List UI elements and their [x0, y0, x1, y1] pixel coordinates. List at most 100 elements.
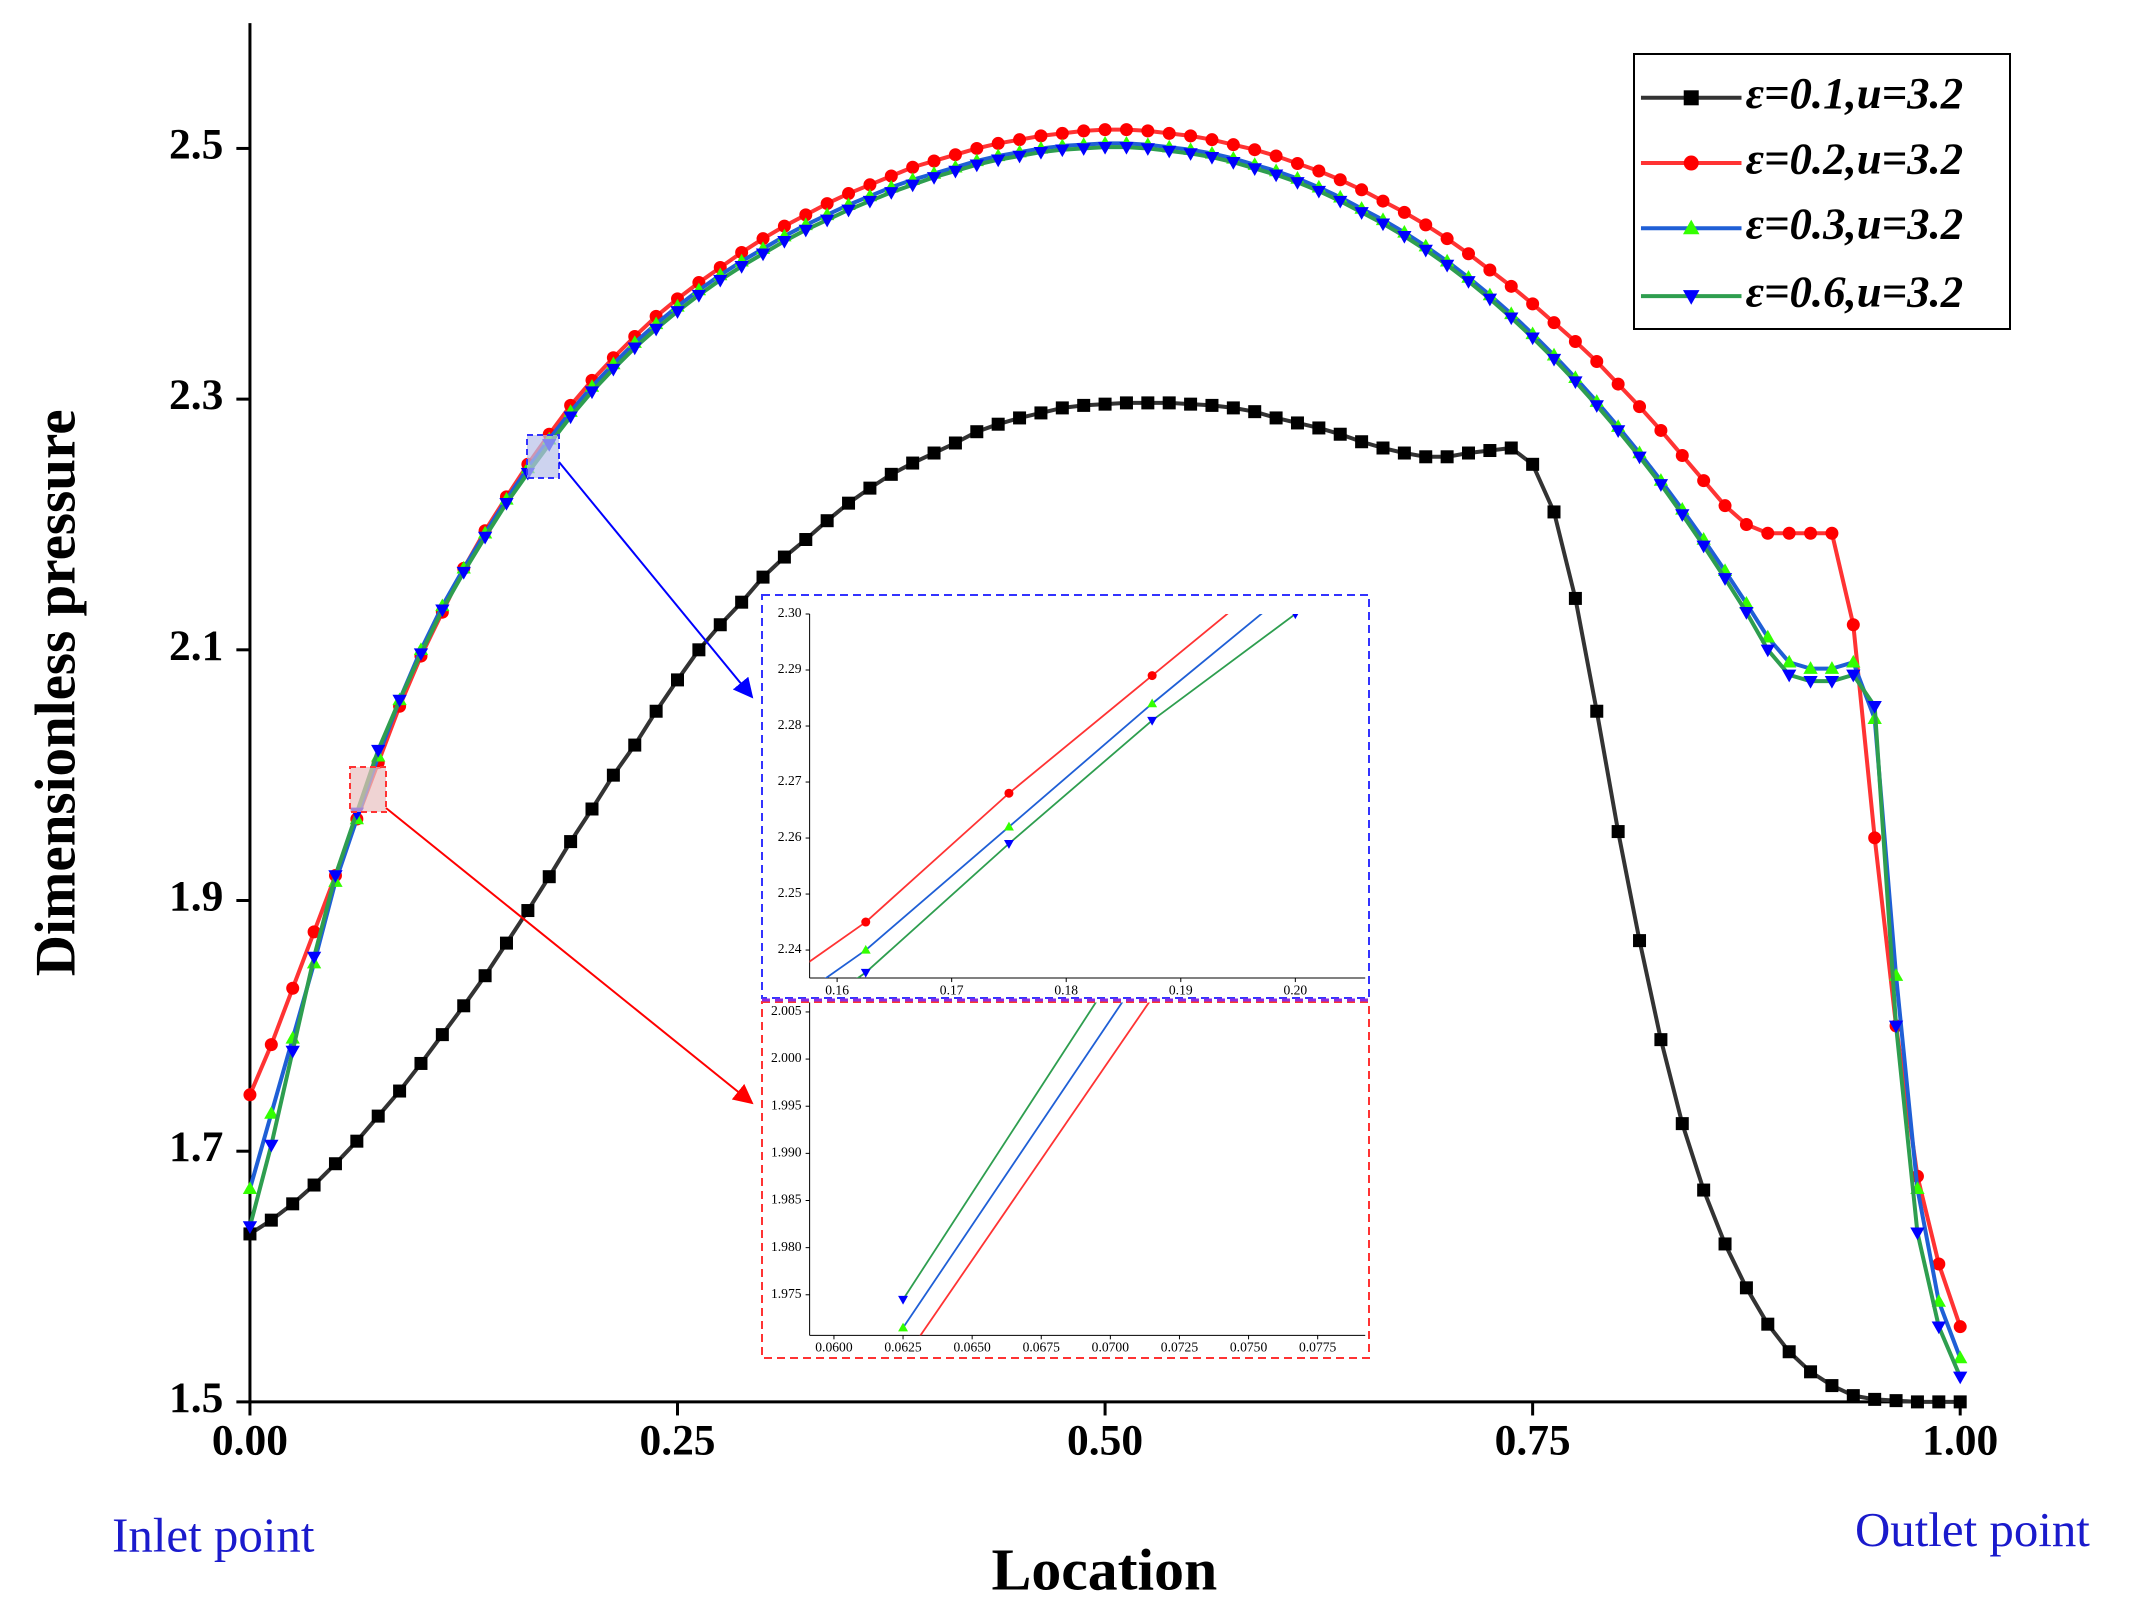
data-point — [863, 178, 877, 192]
data-point — [1653, 479, 1669, 492]
data-point — [1097, 141, 1113, 155]
zoom-region — [526, 434, 560, 479]
data-point — [1825, 526, 1839, 540]
data-point — [1547, 505, 1561, 519]
data-point — [585, 802, 599, 816]
data-point — [671, 673, 685, 687]
data-point — [1034, 129, 1048, 143]
y-tick-label: 2.000 — [771, 1050, 802, 1065]
data-point — [1804, 1365, 1818, 1379]
data-point — [691, 289, 707, 303]
x-tick-label: 0.25 — [639, 1417, 715, 1465]
data-point — [1290, 416, 1304, 430]
data-point — [264, 1106, 279, 1119]
legend-label: ε=0.3,u=3.2 — [1746, 198, 1964, 248]
data-point — [1782, 1345, 1796, 1359]
x-axis-label: Location — [991, 1536, 1217, 1602]
data-point — [521, 904, 535, 918]
data-point — [242, 1181, 258, 1195]
data-point — [1953, 1395, 1967, 1409]
y-tick-label: 1.980 — [771, 1239, 802, 1254]
data-point — [692, 643, 706, 657]
data-point — [477, 531, 493, 545]
data-point — [820, 214, 835, 228]
data-point — [1803, 661, 1818, 674]
x-tick-label: 0.0675 — [1023, 1340, 1061, 1355]
data-point — [1355, 435, 1369, 449]
y-tick-label: 1.9 — [169, 872, 223, 920]
data-point — [1462, 247, 1476, 261]
data-point — [713, 274, 728, 288]
data-point — [1184, 129, 1198, 143]
data-point — [1226, 401, 1240, 415]
data-point — [1354, 207, 1369, 220]
data-point — [499, 497, 514, 511]
data-point — [1162, 396, 1176, 410]
data-point — [1718, 499, 1732, 513]
data-point — [649, 704, 663, 718]
data-point — [1333, 427, 1347, 441]
series-line — [919, 1002, 1151, 1336]
data-point — [1675, 449, 1689, 463]
data-point — [1546, 353, 1562, 367]
data-point — [1034, 406, 1048, 420]
data-point — [898, 1322, 908, 1332]
data-point — [1183, 148, 1198, 161]
data-point — [307, 925, 321, 939]
data-point — [1076, 143, 1091, 156]
data-point — [799, 208, 813, 222]
data-point — [884, 467, 898, 481]
data-point — [1910, 1395, 1924, 1409]
data-point — [1184, 397, 1198, 411]
data-point — [884, 169, 898, 183]
data-point — [1697, 474, 1711, 488]
data-point — [1077, 398, 1091, 412]
data-point — [435, 604, 450, 618]
data-point — [563, 411, 578, 425]
data-point — [1589, 400, 1604, 413]
data-point — [1162, 126, 1176, 140]
y-tick-label: 2.5 — [169, 120, 223, 168]
data-point — [1098, 123, 1112, 137]
callout-arrow — [558, 461, 754, 699]
data-point — [371, 1109, 385, 1123]
data-point — [478, 969, 492, 983]
data-point — [948, 148, 962, 162]
data-point — [777, 219, 791, 233]
data-point — [1526, 297, 1540, 311]
data-point — [371, 744, 386, 758]
data-point — [1077, 124, 1091, 138]
data-point — [735, 595, 749, 609]
data-point — [1782, 526, 1796, 540]
inset-frame — [761, 1001, 1370, 1359]
legend-marker — [1683, 90, 1699, 106]
data-point — [1568, 334, 1582, 348]
data-point — [264, 1213, 278, 1227]
data-point — [1462, 446, 1476, 460]
x-tick-label: 0.17 — [940, 982, 964, 997]
data-point — [842, 187, 856, 201]
data-point — [1205, 398, 1219, 412]
data-point — [1312, 421, 1326, 435]
data-point — [456, 566, 471, 580]
data-point — [435, 1028, 449, 1042]
data-point — [1440, 450, 1454, 464]
data-point — [1333, 195, 1348, 209]
data-point — [1461, 276, 1476, 289]
data-point — [1204, 152, 1220, 165]
data-point — [1611, 377, 1625, 391]
data-point — [242, 1221, 258, 1234]
data-point — [1141, 396, 1155, 410]
data-point — [1867, 701, 1882, 714]
series-line — [902, 1002, 1097, 1300]
data-point — [1504, 441, 1518, 455]
x-tick-label: 0.20 — [1283, 982, 1307, 997]
x-tick-label: 0.0725 — [1161, 1340, 1199, 1355]
data-point — [1269, 411, 1283, 425]
data-point — [1760, 629, 1775, 643]
data-point — [1610, 425, 1626, 438]
data-point — [1654, 423, 1668, 437]
x-tick-label: 0.0750 — [1230, 1340, 1268, 1355]
y-tick-label: 2.1 — [169, 622, 223, 670]
